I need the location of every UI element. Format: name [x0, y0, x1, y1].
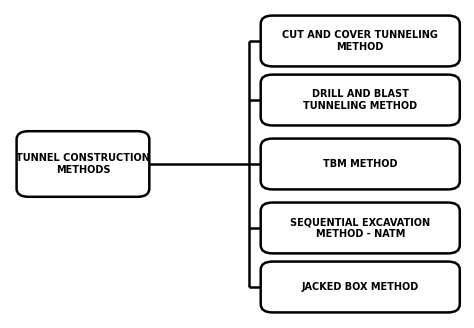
FancyBboxPatch shape	[261, 262, 460, 312]
FancyBboxPatch shape	[261, 203, 460, 253]
Text: SEQUENTIAL EXCAVATION
METHOD - NATM: SEQUENTIAL EXCAVATION METHOD - NATM	[290, 217, 430, 239]
FancyBboxPatch shape	[261, 138, 460, 190]
FancyBboxPatch shape	[261, 75, 460, 125]
Text: TBM METHOD: TBM METHOD	[323, 159, 398, 169]
Text: JACKED BOX METHOD: JACKED BOX METHOD	[301, 282, 419, 292]
Text: TUNNEL CONSTRUCTION
METHODS: TUNNEL CONSTRUCTION METHODS	[16, 153, 150, 175]
FancyBboxPatch shape	[17, 131, 149, 197]
FancyBboxPatch shape	[261, 15, 460, 66]
Text: CUT AND COVER TUNNELING
METHOD: CUT AND COVER TUNNELING METHOD	[283, 30, 438, 52]
Text: DRILL AND BLAST
TUNNELING METHOD: DRILL AND BLAST TUNNELING METHOD	[303, 89, 417, 111]
